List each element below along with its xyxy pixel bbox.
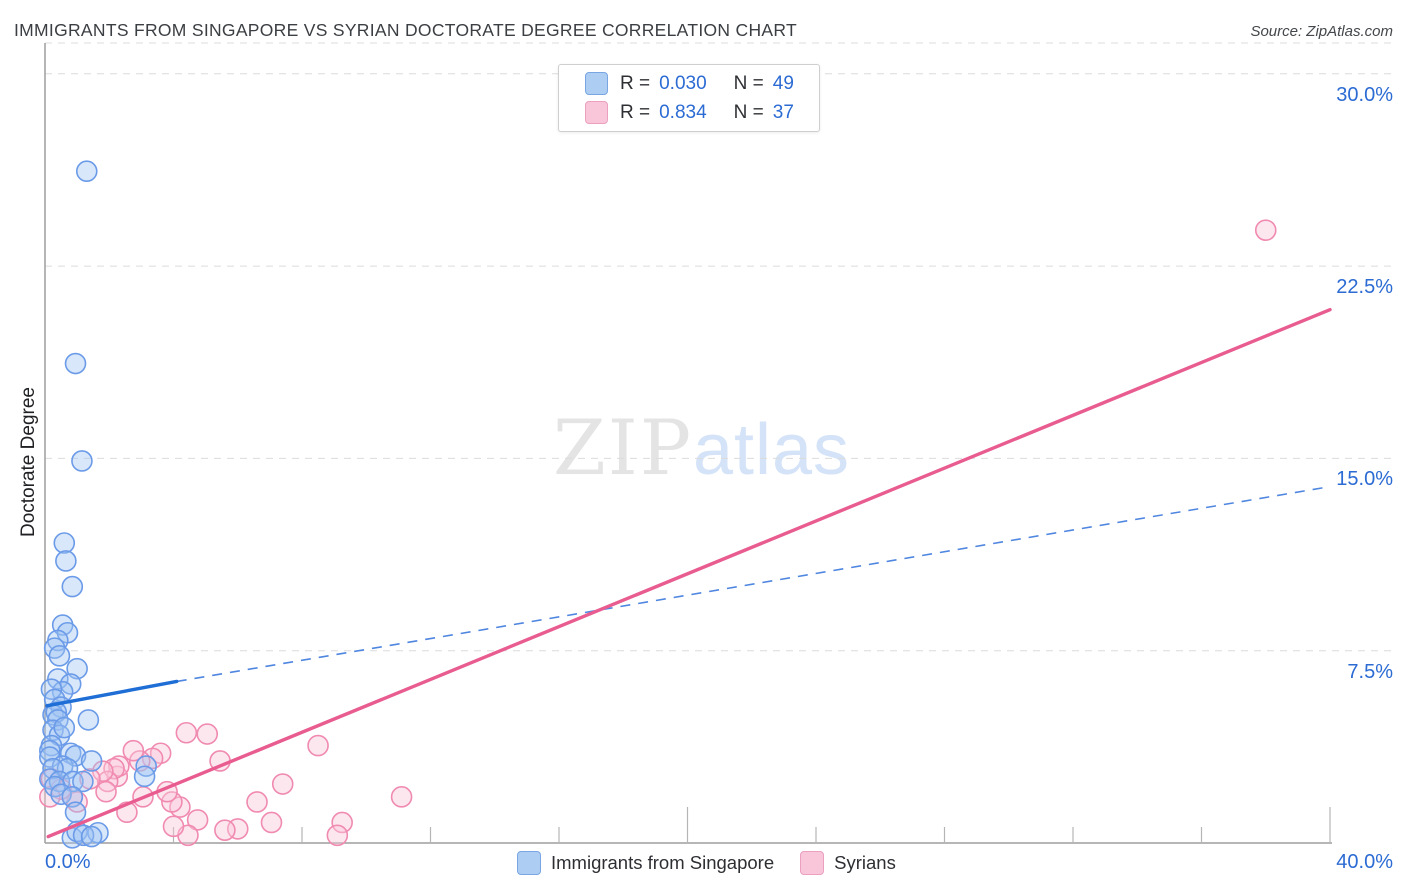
legend-label-singapore: Immigrants from Singapore — [551, 852, 775, 873]
r-label: R = — [620, 101, 651, 123]
y-axis-title: Doctorate Degree — [18, 387, 39, 537]
data-point-immigrants-from-singapore — [39, 739, 61, 762]
syrians-swatch-icon — [585, 101, 608, 124]
data-point-syrians — [161, 791, 183, 813]
x-tick-label-min: 0.0% — [45, 851, 91, 873]
data-point-immigrants-from-singapore — [80, 750, 103, 772]
zipatlas-watermark: ZIPatlas — [553, 403, 850, 492]
data-point-immigrants-from-singapore — [64, 352, 87, 375]
x-tick-label-max: 40.0% — [1336, 851, 1393, 873]
data-point-syrians — [331, 811, 353, 834]
r-label: R = — [620, 72, 651, 94]
data-point-immigrants-from-singapore — [64, 801, 87, 824]
data-point-immigrants-from-singapore — [133, 765, 156, 788]
y-tick-label-30: 30.0% — [1336, 84, 1393, 106]
y-tick-label-7-5: 7.5% — [1347, 661, 1393, 683]
stats-legend-box: R = 0.030 N = 49 R = 0.834 N = 37 — [558, 64, 820, 132]
data-point-syrians — [196, 723, 219, 745]
r-value-singapore: 0.030 — [659, 72, 707, 94]
data-point-syrians — [1254, 219, 1277, 241]
data-point-syrians — [122, 739, 145, 762]
n-label: N = — [733, 101, 764, 123]
data-point-immigrants-from-singapore — [71, 450, 93, 472]
data-point-syrians — [214, 819, 236, 841]
data-point-immigrants-from-singapore — [53, 716, 76, 739]
stats-row-singapore: R = 0.030 N = 49 — [585, 72, 819, 95]
data-point-immigrants-from-singapore — [75, 160, 98, 183]
syrians-swatch-icon — [800, 851, 825, 875]
singapore-swatch-icon — [585, 72, 608, 95]
data-point-immigrants-from-singapore — [47, 668, 69, 690]
y-tick-label-15: 15.0% — [1336, 468, 1393, 490]
data-point-syrians — [271, 773, 294, 795]
data-point-immigrants-from-singapore — [72, 770, 94, 793]
n-value-singapore: 49 — [772, 72, 794, 94]
data-point-immigrants-from-singapore — [53, 532, 76, 554]
page-title: IMMIGRANTS FROM SINGAPORE VS SYRIAN DOCT… — [14, 20, 797, 40]
legend-item-syrians: Syrians — [800, 851, 896, 875]
legend-item-singapore: Immigrants from Singapore — [517, 851, 774, 875]
data-point-syrians — [95, 780, 117, 803]
n-label: N = — [733, 72, 764, 94]
legend-label-syrians: Syrians — [834, 852, 896, 873]
data-point-syrians — [246, 791, 268, 813]
trendline-extension-immigrants-from-singapore — [176, 485, 1331, 683]
data-point-syrians — [175, 721, 198, 744]
data-point-syrians — [162, 815, 185, 838]
data-point-syrians — [260, 811, 283, 834]
stats-row-syrians: R = 0.834 N = 37 — [585, 101, 819, 124]
data-point-syrians — [326, 824, 349, 847]
series-legend: Immigrants from Singapore Syrians — [517, 851, 896, 875]
trendline-immigrants-from-singapore — [45, 679, 179, 708]
watermark-zip: ZIP — [553, 403, 693, 492]
r-value-syrians: 0.834 — [659, 101, 707, 123]
n-value-syrians: 37 — [772, 101, 794, 123]
source-credit: Source: ZipAtlas.com — [1250, 23, 1393, 40]
data-point-syrians — [390, 786, 413, 808]
data-point-immigrants-from-singapore — [80, 825, 103, 848]
data-point-immigrants-from-singapore — [77, 709, 100, 731]
trendline-syrians — [46, 307, 1332, 839]
data-point-immigrants-from-singapore — [61, 575, 84, 598]
watermark-atlas: atlas — [692, 410, 851, 490]
singapore-swatch-icon — [517, 851, 541, 875]
data-point-immigrants-from-singapore — [55, 550, 77, 572]
data-point-syrians — [307, 734, 329, 757]
data-point-immigrants-from-singapore — [48, 645, 71, 667]
y-tick-label-22-5: 22.5% — [1336, 276, 1393, 298]
data-point-immigrants-from-singapore — [72, 824, 95, 847]
data-point-syrians — [186, 809, 209, 831]
